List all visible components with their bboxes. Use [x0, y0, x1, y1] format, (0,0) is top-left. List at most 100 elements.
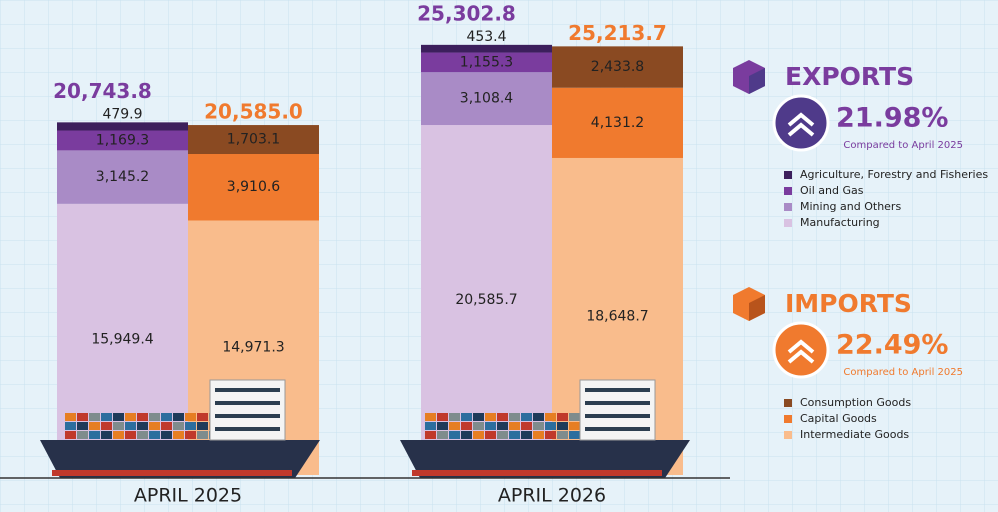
infographic: 15,949.43,145.21,169.3479.920,743.814,97… [0, 0, 998, 512]
group-title: EXPORTS [785, 62, 914, 91]
container [137, 431, 148, 439]
legend-label: Consumption Goods [800, 396, 911, 409]
container [569, 431, 580, 439]
container [149, 422, 160, 430]
container [149, 431, 160, 439]
windows [585, 414, 650, 418]
container [521, 431, 532, 439]
container [113, 422, 124, 430]
bar-segment [421, 45, 552, 53]
container [137, 413, 148, 421]
value-label: 3,910.6 [227, 179, 281, 195]
container [125, 413, 136, 421]
container [77, 431, 88, 439]
windows [215, 414, 280, 418]
container [473, 413, 484, 421]
value-label: 1,155.3 [460, 54, 513, 70]
container [473, 431, 484, 439]
container [557, 413, 568, 421]
container [473, 422, 484, 430]
container [425, 413, 436, 421]
container [185, 431, 196, 439]
value-label: 2,433.8 [591, 59, 644, 75]
container [497, 422, 508, 430]
container [185, 422, 196, 430]
container [509, 413, 520, 421]
legend-label: Mining and Others [800, 200, 901, 213]
container [521, 413, 532, 421]
container [161, 431, 172, 439]
value-label: 14,971.3 [222, 340, 284, 356]
container [89, 431, 100, 439]
windows [215, 401, 280, 405]
value-label: 1,169.3 [96, 132, 149, 148]
value-label: 3,108.4 [460, 91, 514, 107]
container [533, 413, 544, 421]
legend-swatch [784, 187, 792, 195]
category-label: APRIL 2025 [134, 485, 242, 507]
growth-note: Compared to April 2025 [843, 140, 963, 151]
container [545, 422, 556, 430]
container [461, 422, 472, 430]
legend-label: Capital Goods [800, 412, 877, 425]
windows [215, 427, 280, 431]
container [65, 422, 76, 430]
container [65, 431, 76, 439]
group-title: IMPORTS [785, 289, 912, 318]
category-label: APRIL 2026 [498, 485, 606, 507]
ship-stripe [412, 470, 662, 476]
container [149, 413, 160, 421]
container [521, 422, 532, 430]
value-label: 1,703.1 [227, 132, 280, 148]
container [101, 413, 112, 421]
container [497, 431, 508, 439]
windows [585, 427, 650, 431]
value-label: 20,585.7 [455, 292, 517, 308]
container [101, 431, 112, 439]
legend-label: Intermediate Goods [800, 428, 909, 441]
container [101, 422, 112, 430]
container [173, 413, 184, 421]
legend-swatch [784, 171, 792, 179]
legend-swatch [784, 431, 792, 439]
container [485, 431, 496, 439]
legend-swatch [784, 415, 792, 423]
total-label: 25,213.7 [568, 21, 667, 45]
container [197, 422, 208, 430]
container [65, 413, 76, 421]
container [437, 422, 448, 430]
windows [585, 401, 650, 405]
container [557, 431, 568, 439]
container [461, 431, 472, 439]
ship-stripe [52, 470, 292, 476]
total-label: 20,585.0 [204, 100, 303, 124]
container [425, 422, 436, 430]
container [77, 422, 88, 430]
container [197, 413, 208, 421]
container [485, 422, 496, 430]
container [569, 422, 580, 430]
legend-swatch [784, 203, 792, 211]
container [449, 422, 460, 430]
container [161, 413, 172, 421]
growth-value: 21.98% [836, 103, 948, 134]
container [497, 413, 508, 421]
container [113, 431, 124, 439]
windows [215, 388, 280, 392]
container [173, 422, 184, 430]
container [461, 413, 472, 421]
container [449, 431, 460, 439]
legend-label: Manufacturing [800, 216, 880, 229]
container [89, 422, 100, 430]
container [173, 431, 184, 439]
legend-swatch [784, 399, 792, 407]
container [425, 431, 436, 439]
container [545, 413, 556, 421]
container [89, 413, 100, 421]
container [137, 422, 148, 430]
legend-swatch [784, 219, 792, 227]
container [485, 413, 496, 421]
container [509, 431, 520, 439]
container [557, 422, 568, 430]
total-label: 25,302.8 [417, 1, 516, 25]
